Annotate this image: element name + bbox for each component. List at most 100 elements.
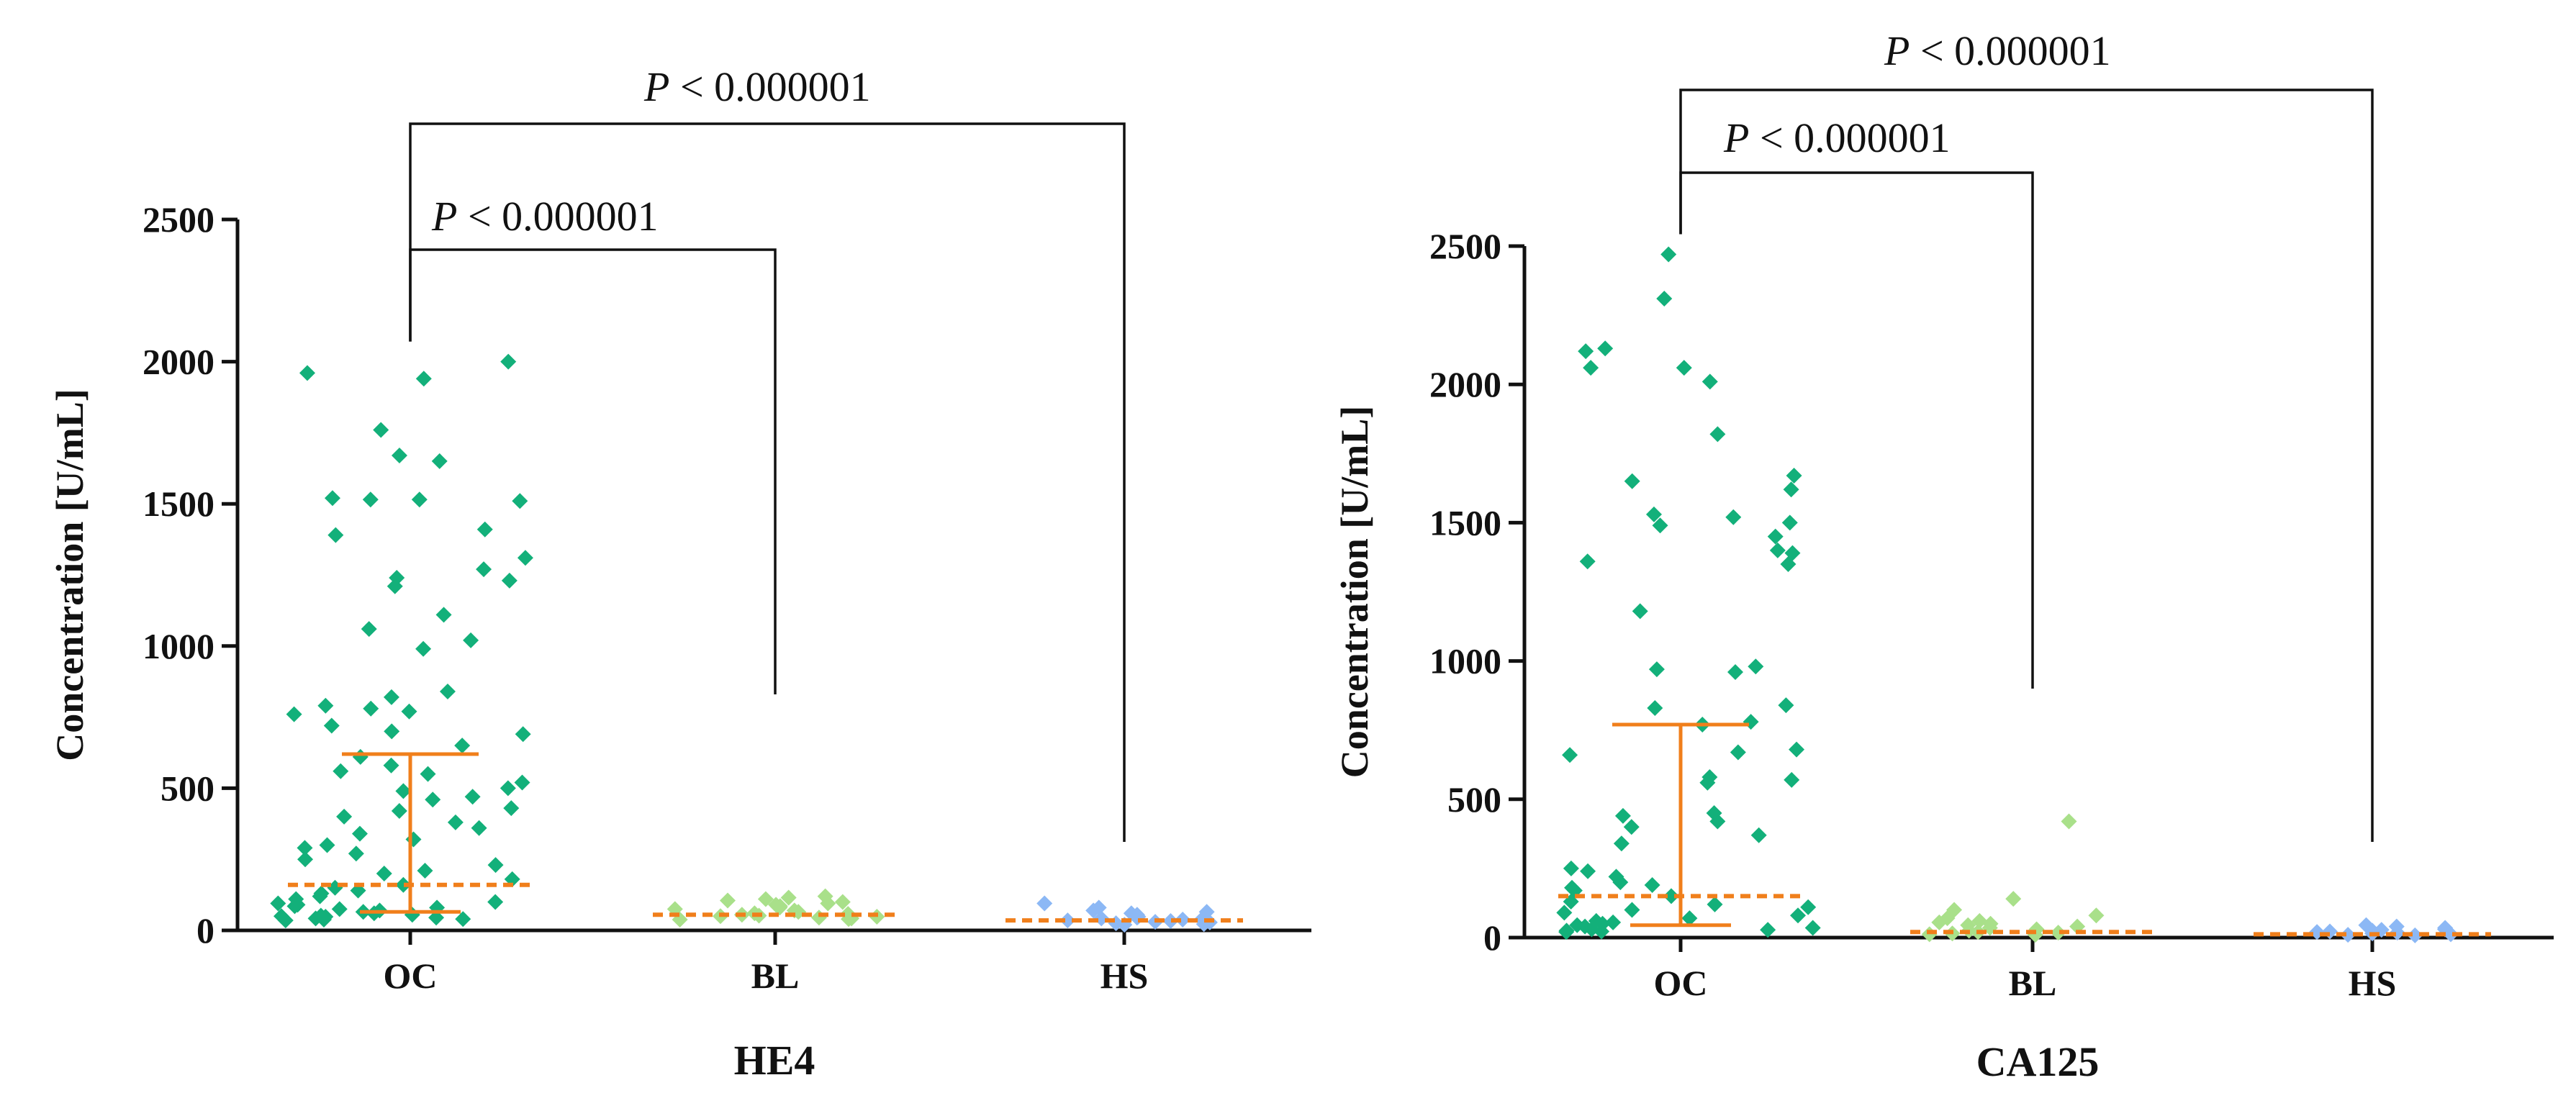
data-point — [500, 353, 517, 370]
data-point — [286, 706, 302, 722]
data-point — [331, 901, 348, 917]
data-point — [1605, 914, 1622, 930]
data-point — [1579, 553, 1596, 570]
y-axis-label: Concentration [U/mL] — [48, 389, 91, 761]
x-tick-label-hs: HS — [1101, 956, 1149, 996]
data-point — [383, 689, 399, 705]
data-point — [810, 910, 827, 926]
data-point — [512, 493, 528, 509]
x-axis-label: HE4 — [734, 1037, 815, 1084]
data-point — [1660, 246, 1677, 263]
data-point — [401, 703, 417, 720]
data-point — [476, 561, 492, 578]
data-point — [1656, 291, 1673, 307]
data-point — [2443, 926, 2459, 943]
data-point — [1681, 910, 1698, 927]
data-point — [515, 726, 531, 743]
x-tick-label-oc: OC — [1654, 963, 1708, 1003]
data-point — [411, 491, 428, 508]
y-axis-label: Concentration [U/mL] — [1333, 406, 1376, 778]
data-point — [476, 521, 493, 538]
p-comparator: < 0.000001 — [457, 193, 658, 240]
data-point — [1597, 340, 1614, 357]
data-point — [373, 422, 389, 438]
data-point — [2050, 925, 2066, 941]
data-point — [312, 888, 328, 904]
data-point — [1804, 920, 1821, 936]
data-point — [1613, 835, 1630, 852]
y-tick-label: 2000 — [143, 342, 214, 382]
x-tick-label-oc: OC — [384, 956, 438, 996]
data-point — [1624, 473, 1640, 489]
data-point — [1730, 744, 1746, 761]
data-point — [435, 607, 452, 623]
data-point — [395, 783, 412, 799]
data-point — [1709, 426, 1726, 443]
y-tick-label: 2500 — [143, 199, 214, 240]
series-hs — [2309, 917, 2459, 943]
data-point — [772, 899, 788, 916]
data-point — [455, 911, 471, 928]
p-comparator: < 0.000001 — [669, 63, 870, 110]
series-oc — [1556, 246, 1821, 940]
data-point — [297, 851, 314, 868]
data-point — [405, 831, 422, 848]
p-value-label: P < 0.000001 — [1723, 114, 1951, 161]
data-point — [439, 684, 456, 700]
x-tick-label-bl: BL — [751, 956, 800, 996]
data-point — [417, 863, 433, 879]
data-point — [447, 814, 464, 830]
data-point — [425, 792, 441, 808]
data-point — [719, 892, 736, 909]
data-point — [1784, 771, 1800, 788]
x-tick-label-bl: BL — [2009, 963, 2057, 1003]
significance-bracket — [1679, 171, 2034, 689]
data-point — [1800, 899, 1817, 915]
data-point — [2389, 925, 2405, 941]
data-point — [1175, 911, 1191, 928]
p-value-label: P < 0.000001 — [643, 63, 871, 110]
data-point — [1789, 741, 1805, 758]
data-point — [471, 820, 487, 836]
data-point — [286, 898, 303, 915]
y-tick-label: 2500 — [1429, 226, 1501, 266]
data-point — [1783, 481, 1799, 498]
y-tick-label: 1000 — [1429, 641, 1501, 681]
data-point — [415, 371, 432, 387]
chart-1-he4: 0 500 1000 1500 2000 2500 OC BL HS Concentration … — [48, 63, 1311, 1084]
data-point — [351, 825, 368, 842]
data-point — [1647, 699, 1663, 716]
data-point — [323, 717, 340, 734]
data-point — [391, 803, 407, 820]
x-tick-label-hs: HS — [2349, 963, 2397, 1003]
data-point — [1786, 468, 1802, 484]
y-tick-label: 2000 — [1429, 364, 1501, 404]
data-point — [464, 789, 481, 805]
data-point — [1676, 360, 1692, 376]
y-tick-label: 0 — [196, 910, 214, 951]
p-comparator: < 0.000001 — [1749, 114, 1950, 161]
data-point — [2088, 907, 2105, 924]
data-point — [1760, 922, 1776, 938]
data-point — [1644, 876, 1660, 893]
p-value-label: P < 0.000001 — [431, 193, 659, 240]
data-point — [336, 808, 353, 825]
data-point — [1614, 807, 1631, 824]
chart-2-ca125: 0 500 1000 1500 2000 2500 OC BL HS Concentration … — [1333, 27, 2554, 1085]
data-point — [352, 748, 369, 765]
data-point — [1663, 888, 1679, 904]
y-tick-label: 1000 — [143, 626, 214, 666]
data-point — [1583, 360, 1599, 376]
data-point — [1931, 914, 1948, 930]
data-point — [1699, 774, 1716, 791]
data-point — [1578, 343, 1594, 360]
data-point — [363, 700, 379, 717]
data-point — [834, 894, 851, 910]
data-point — [299, 365, 315, 381]
data-point — [317, 697, 334, 714]
data-point — [1563, 860, 1579, 876]
data-point — [487, 857, 504, 874]
data-point — [2340, 927, 2356, 943]
data-point — [1556, 904, 1573, 921]
